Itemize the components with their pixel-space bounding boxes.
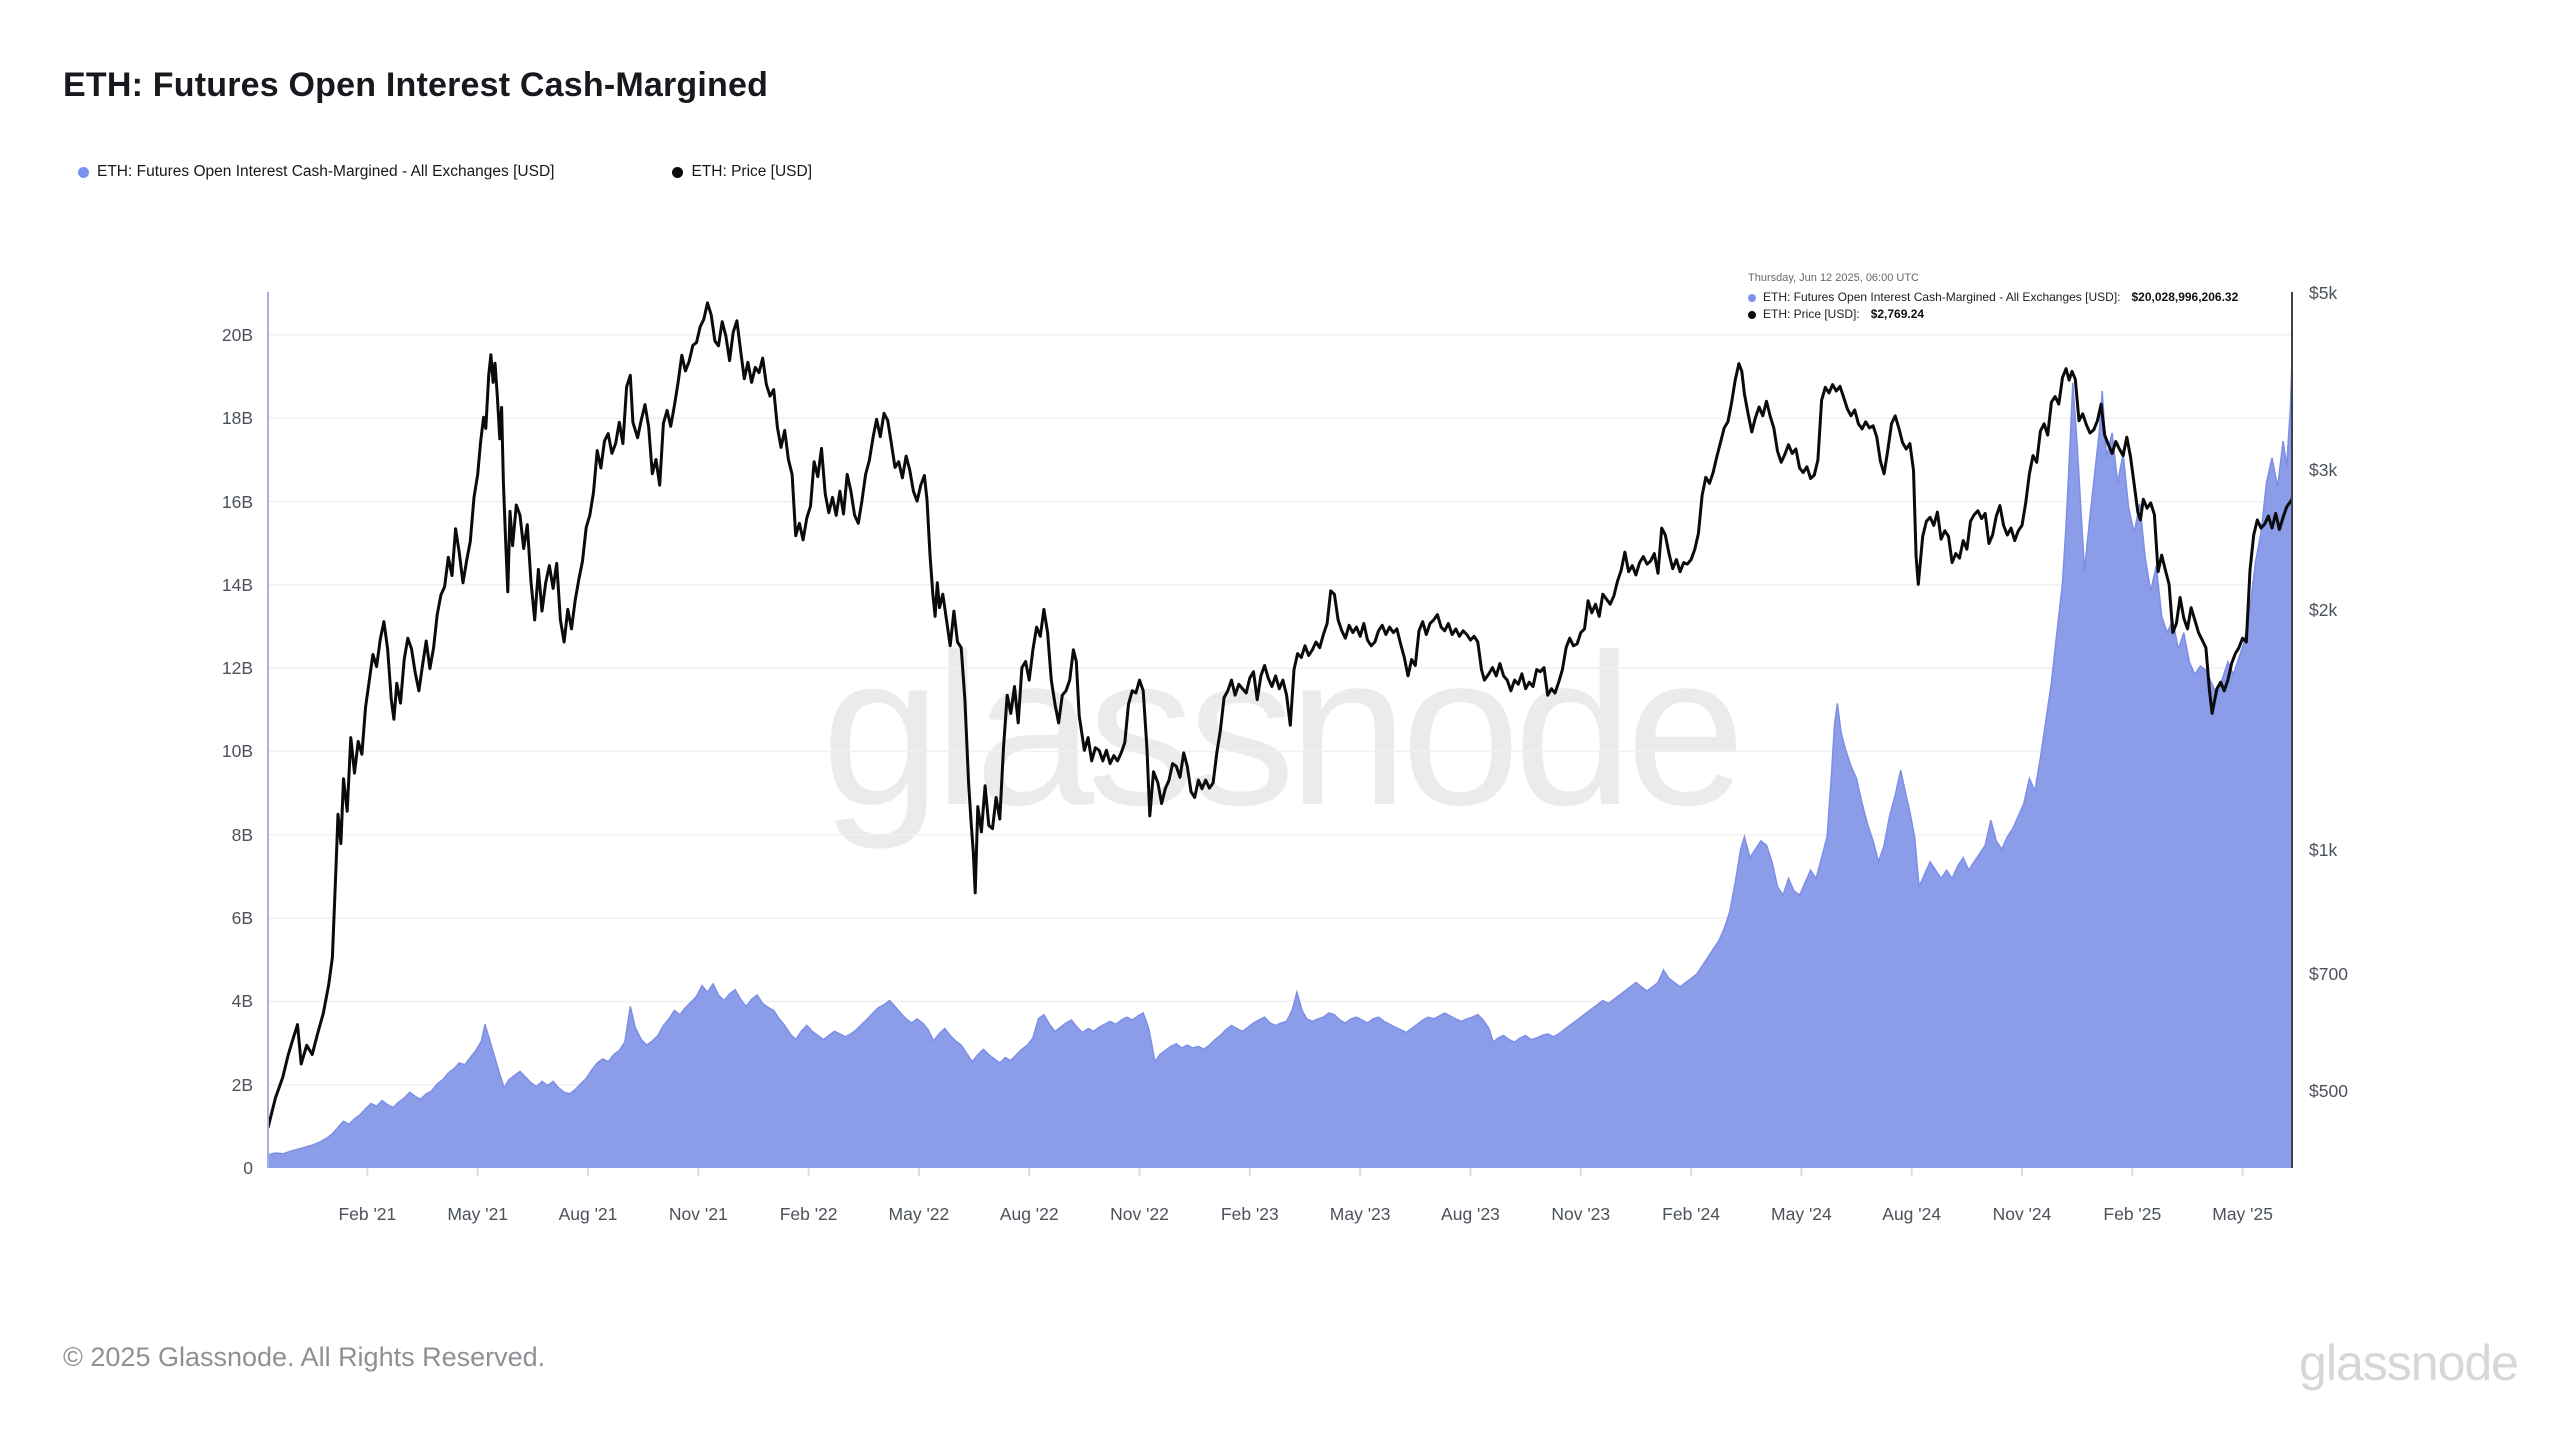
y-axis-label-right: $3k bbox=[2309, 459, 2338, 480]
x-axis-label: Feb '24 bbox=[1662, 1204, 1720, 1224]
x-axis-label: Nov '22 bbox=[1110, 1204, 1169, 1224]
y-axis-label-right: $5k bbox=[2309, 282, 2338, 303]
tooltip-label-price: ETH: Price [USD]: bbox=[1763, 307, 1860, 321]
x-axis-label: Aug '23 bbox=[1441, 1204, 1500, 1224]
glassnode-logo: glassnode bbox=[2299, 1335, 2519, 1391]
y-axis-label-left: 16B bbox=[221, 491, 253, 512]
y-axis-label-left: 4B bbox=[231, 991, 253, 1012]
gridlines bbox=[269, 334, 2291, 1086]
x-axis-label: Nov '23 bbox=[1551, 1204, 1611, 1224]
y-axis-label-right: $700 bbox=[2309, 964, 2348, 985]
tooltip-row-open-interest: ETH: Futures Open Interest Cash-Margined… bbox=[1748, 289, 2238, 306]
x-axis-label: Feb '25 bbox=[2103, 1204, 2162, 1224]
x-axis-label: Aug '24 bbox=[1882, 1204, 1942, 1224]
chart-legend: ETH: Futures Open Interest Cash-Margined… bbox=[78, 163, 812, 181]
y-axis-label-left: 8B bbox=[231, 824, 253, 845]
legend-dot-open-interest-icon bbox=[78, 166, 89, 178]
y-axis-label-left: 2B bbox=[231, 1074, 253, 1095]
tooltip-date: Thursday, Jun 12 2025, 06:00 UTC bbox=[1748, 272, 1920, 284]
x-axis-label: Nov '24 bbox=[1992, 1204, 2052, 1224]
legend-dot-price-icon bbox=[672, 166, 684, 178]
x-axis-label: Aug '21 bbox=[558, 1204, 618, 1224]
y-axis-label-right: $500 bbox=[2309, 1080, 2348, 1101]
y-axis-label-left: 14B bbox=[221, 574, 253, 595]
oi-area-top-edge bbox=[267, 333, 2293, 1156]
footer-copyright: © 2025 Glassnode. All Rights Reserved. bbox=[63, 1342, 546, 1372]
x-axis-label: Feb '22 bbox=[779, 1204, 838, 1224]
hover-tooltip: Thursday, Jun 12 2025, 06:00 UTC ETH: Fu… bbox=[1748, 270, 2238, 323]
legend-item-price[interactable]: ETH: Price [USD] bbox=[672, 163, 812, 181]
x-axis-label: Aug '22 bbox=[999, 1204, 1059, 1224]
page-title: ETH: Futures Open Interest Cash-Margined bbox=[63, 66, 769, 104]
tooltip-value-price: $2,769.24 bbox=[1870, 307, 1925, 321]
y-axis-label-left: 0 bbox=[243, 1158, 253, 1178]
y-axis-label-left: 20B bbox=[221, 324, 253, 345]
tooltip-dot-open-interest-icon bbox=[1748, 293, 1756, 302]
tooltip-row-price: ETH: Price [USD]: $2,769.24 bbox=[1748, 306, 2238, 323]
legend-label-price: ETH: Price [USD] bbox=[691, 163, 813, 180]
x-axis-label: May '24 bbox=[1771, 1204, 1832, 1224]
y-axis-label-left: 6B bbox=[231, 908, 253, 929]
x-axis-label: May '25 bbox=[2212, 1204, 2273, 1224]
x-axis-label: May '23 bbox=[1329, 1204, 1391, 1224]
y-axis-label-right: $2k bbox=[2309, 600, 2338, 621]
x-axis-label: Feb '21 bbox=[338, 1204, 397, 1224]
tooltip-label-open-interest: ETH: Futures Open Interest Cash-Margined… bbox=[1763, 290, 2121, 304]
y-axis-label-left: 18B bbox=[221, 408, 253, 429]
x-axis-label: May '21 bbox=[447, 1204, 509, 1224]
chart-plot-area[interactable] bbox=[267, 292, 2293, 1184]
tooltip-value-open-interest: $20,028,996,206.32 bbox=[2131, 290, 2239, 304]
x-axis-label: Nov '21 bbox=[668, 1204, 728, 1224]
tooltip-dot-price-icon bbox=[1748, 310, 1756, 319]
glassnode-watermark: glassnode bbox=[821, 609, 1745, 850]
legend-item-open-interest[interactable]: ETH: Futures Open Interest Cash-Margined… bbox=[78, 163, 554, 181]
y-axis-label-left: 10B bbox=[221, 741, 253, 762]
x-axis-ticks bbox=[366, 1168, 2244, 1176]
oi-area-series bbox=[268, 333, 2293, 1168]
price-line-series bbox=[267, 301, 2293, 1129]
legend-label-open-interest: ETH: Futures Open Interest Cash-Margined… bbox=[97, 163, 555, 180]
x-axis-label: May '22 bbox=[888, 1204, 950, 1224]
y-axis-label-right: $1k bbox=[2309, 840, 2338, 861]
y-axis-label-left: 12B bbox=[221, 658, 253, 679]
x-axis-label: Feb '23 bbox=[1220, 1204, 1279, 1224]
